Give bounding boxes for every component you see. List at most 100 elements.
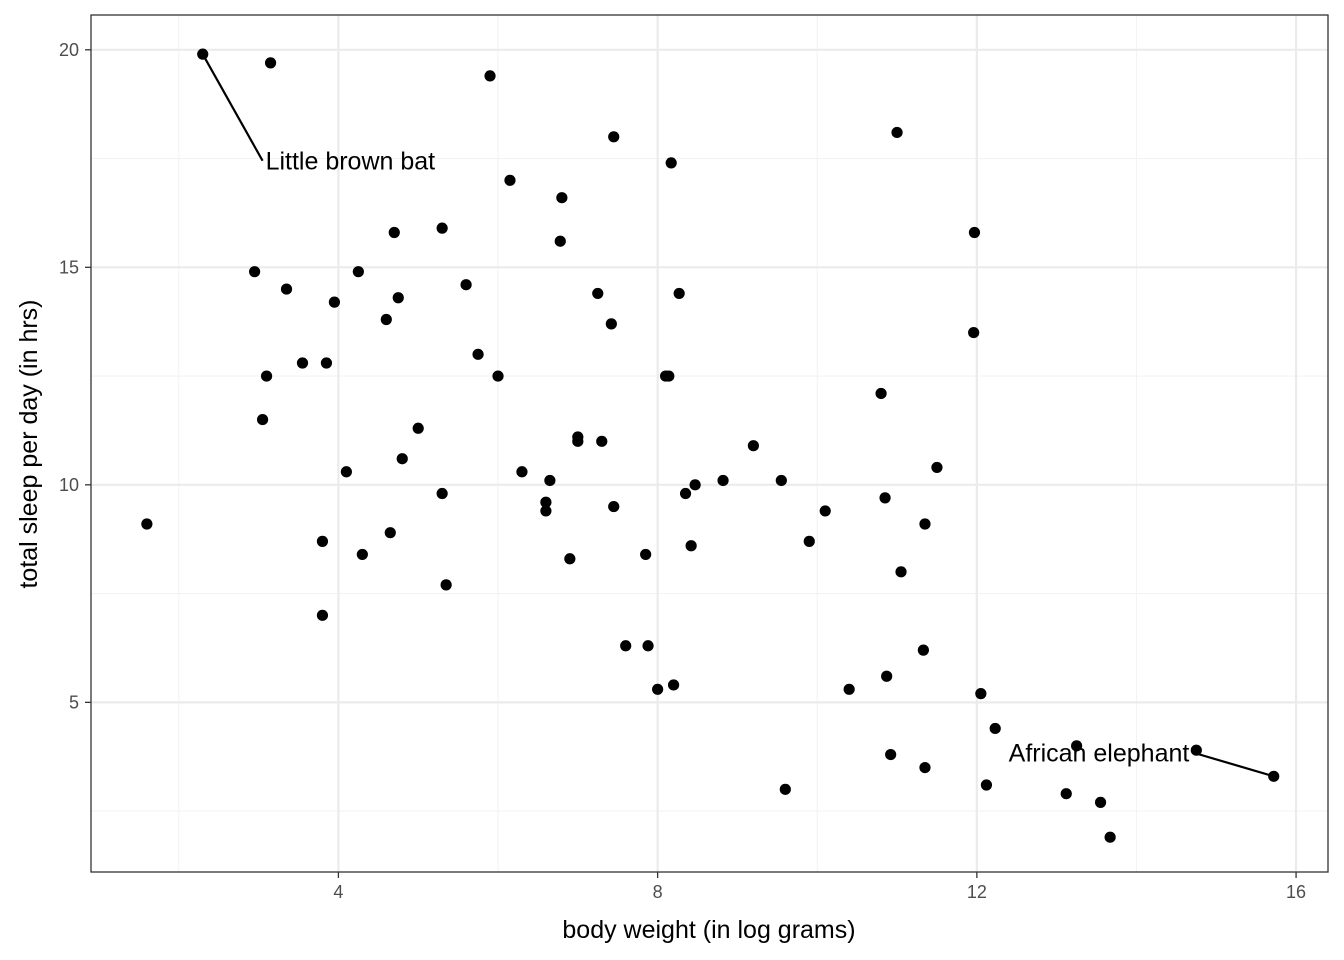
x-tick-label: 8 xyxy=(653,882,663,902)
data-point xyxy=(608,131,620,143)
data-point xyxy=(280,283,293,295)
data-point xyxy=(879,492,891,504)
panel-border xyxy=(90,14,1329,873)
data-point xyxy=(352,266,364,278)
data-point xyxy=(316,609,329,621)
data-point xyxy=(356,548,368,561)
data-point xyxy=(885,748,897,761)
data-point xyxy=(895,566,907,578)
data-point xyxy=(620,640,632,652)
data-point xyxy=(919,761,931,774)
data-point xyxy=(968,326,980,339)
data-point xyxy=(516,466,528,478)
data-point xyxy=(596,435,608,447)
data-point xyxy=(717,474,729,487)
data-point xyxy=(380,313,392,326)
grid-major-lines xyxy=(91,15,1328,872)
data-point xyxy=(388,226,400,239)
data-point xyxy=(931,461,943,474)
axis-ticks xyxy=(85,49,1297,878)
y-tick-label: 15 xyxy=(59,257,79,277)
data-point xyxy=(917,644,929,656)
data-point xyxy=(440,579,452,591)
data-point xyxy=(1060,788,1072,800)
annotation-label: Little brown bat xyxy=(266,148,436,176)
data-point xyxy=(968,226,981,239)
data-point xyxy=(392,292,404,304)
data-point xyxy=(412,422,424,434)
data-point xyxy=(1268,770,1280,782)
data-point xyxy=(504,174,516,186)
data-point xyxy=(843,683,855,695)
data-point xyxy=(980,779,993,791)
data-point xyxy=(975,688,987,700)
data-point xyxy=(819,505,831,517)
data-point xyxy=(679,487,692,500)
data-point xyxy=(608,500,620,513)
data-point xyxy=(540,505,552,517)
x-tick-label: 16 xyxy=(1286,882,1306,902)
annotation-labels: Little brown bat African elephant xyxy=(266,148,1190,768)
data-point xyxy=(891,126,903,139)
data-point xyxy=(256,413,269,426)
data-point xyxy=(803,535,815,547)
data-point xyxy=(554,235,566,247)
data-point xyxy=(1104,831,1116,843)
data-point xyxy=(919,518,931,530)
data-point xyxy=(605,318,617,330)
data-point xyxy=(640,548,652,561)
y-tick-label: 20 xyxy=(59,40,79,60)
data-point xyxy=(384,527,396,539)
data-point xyxy=(667,679,680,691)
data-point xyxy=(779,783,791,795)
data-point xyxy=(296,357,309,369)
data-point xyxy=(540,496,552,508)
data-point xyxy=(1094,796,1107,808)
data-point xyxy=(260,370,273,382)
data-point xyxy=(572,435,584,447)
data-point xyxy=(320,357,333,369)
data-point xyxy=(460,279,472,291)
data-point xyxy=(396,453,408,465)
data-point xyxy=(665,157,677,169)
data-point xyxy=(1071,740,1083,752)
grid-minor-lines xyxy=(91,15,1328,872)
data-point xyxy=(875,387,887,400)
data-point xyxy=(564,553,576,565)
data-point xyxy=(484,70,496,82)
data-point xyxy=(492,370,504,382)
x-tick-label: 4 xyxy=(333,882,343,902)
data-point xyxy=(328,296,341,308)
tick-labels: 4 8 12 16 5 10 15 20 xyxy=(59,40,1306,902)
data-point xyxy=(556,192,568,204)
annotation-leader-lines xyxy=(201,53,1275,778)
data-point xyxy=(642,640,654,652)
data-point xyxy=(685,540,697,552)
data-point xyxy=(141,518,153,530)
annotation-leader-line xyxy=(201,53,264,162)
data-point xyxy=(592,287,604,300)
data-point xyxy=(436,487,448,500)
annotation-label: African elephant xyxy=(1009,739,1190,767)
y-axis-title: total sleep per day (in hrs) xyxy=(15,299,43,588)
data-point xyxy=(340,466,352,478)
y-tick-label: 5 xyxy=(69,692,79,712)
x-tick-label: 12 xyxy=(967,882,987,902)
data-point xyxy=(544,474,556,487)
data-point xyxy=(316,535,329,547)
data-point xyxy=(652,683,664,695)
data-point xyxy=(747,440,759,452)
data-points xyxy=(141,48,1280,843)
data-point xyxy=(472,348,484,360)
data-point xyxy=(1190,744,1202,756)
data-point xyxy=(436,222,448,234)
annotation-leader-line xyxy=(1192,751,1275,778)
x-axis-title: body weight (in log grams) xyxy=(562,916,855,944)
data-point xyxy=(881,670,893,682)
data-point xyxy=(673,287,685,300)
data-point xyxy=(689,479,701,491)
data-point xyxy=(663,370,675,382)
y-tick-label: 10 xyxy=(59,475,79,495)
